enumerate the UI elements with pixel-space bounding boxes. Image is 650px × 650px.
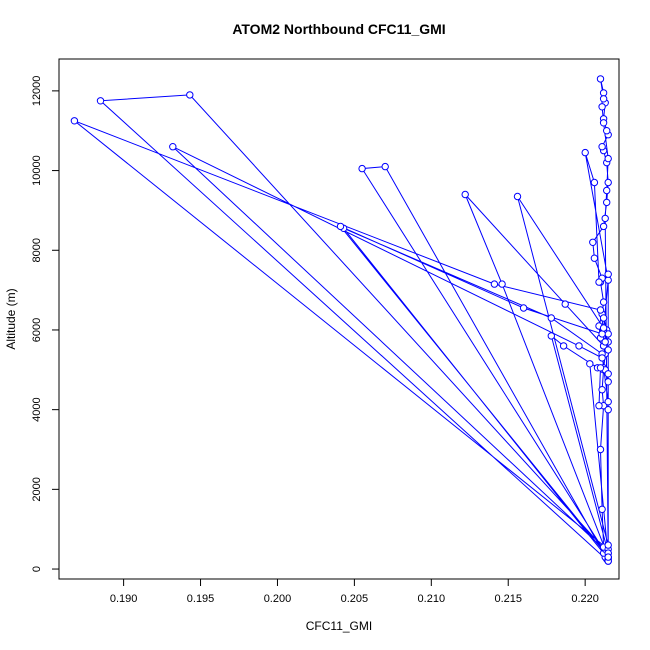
data-point	[598, 103, 606, 111]
data-point	[498, 280, 506, 288]
data-point	[599, 324, 608, 332]
data-point	[604, 270, 612, 278]
data-point	[604, 406, 612, 414]
data-point	[586, 360, 594, 368]
data-point	[598, 354, 606, 362]
x-tick-label: 0.205	[341, 593, 369, 605]
y-tick-label: 4000	[31, 397, 43, 421]
data-point	[559, 342, 568, 350]
data-point	[603, 198, 611, 207]
x-tick-label: 0.220	[571, 593, 599, 605]
data-point	[590, 178, 599, 187]
data-point	[519, 304, 528, 312]
data-point	[581, 148, 589, 157]
data-point	[596, 445, 605, 454]
data-point	[599, 222, 608, 231]
data-point	[596, 364, 605, 372]
x-axis-label: CFC11_GMI	[306, 619, 372, 633]
data-point	[599, 119, 608, 127]
x-tick-label: 0.200	[264, 593, 292, 605]
y-tick-label: 0	[31, 566, 43, 572]
x-tick-label: 0.190	[110, 593, 138, 605]
y-tick-label: 8000	[31, 238, 43, 262]
x-tick-label: 0.195	[187, 593, 215, 605]
x-tick-label: 0.210	[418, 593, 446, 605]
series-lines	[74, 78, 609, 562]
data-point	[547, 332, 555, 340]
data-point	[461, 190, 469, 199]
y-tick-label: 10000	[31, 155, 43, 186]
data-point	[604, 178, 612, 187]
data-point	[590, 254, 599, 262]
series-markers	[70, 75, 612, 565]
y-axis-label: Altitude (m)	[4, 288, 18, 349]
chart-title: ATOM2 Northbound CFC11_GMI	[232, 21, 445, 37]
data-point	[513, 192, 522, 201]
data-point	[358, 164, 366, 173]
data-point	[604, 370, 612, 378]
data-point	[603, 127, 611, 135]
y-axis: 0 2000 4000 6000 8000 10000 12000	[31, 76, 60, 572]
data-point	[604, 553, 612, 561]
data-point	[599, 298, 608, 306]
x-tick-label: 0.215	[494, 593, 522, 605]
data-point	[575, 342, 583, 350]
x-axis: 0.190 0.195 0.200 0.205 0.210 0.215 0.220	[110, 578, 599, 605]
data-point	[603, 186, 611, 195]
data-point	[596, 306, 605, 314]
data-point	[186, 91, 194, 99]
data-point	[598, 143, 606, 151]
data-point	[490, 280, 499, 288]
data-point	[604, 346, 612, 354]
data-point	[596, 75, 605, 83]
data-point	[601, 338, 609, 346]
data-point	[595, 402, 603, 410]
data-point	[561, 300, 569, 308]
y-tick-label: 12000	[31, 76, 43, 107]
data-point	[598, 330, 606, 338]
data-point	[70, 117, 79, 125]
data-point	[604, 378, 612, 386]
data-point	[598, 505, 606, 513]
data-point	[336, 222, 345, 231]
data-point	[589, 238, 597, 247]
data-point	[599, 95, 608, 103]
data-point	[381, 162, 389, 171]
data-point	[604, 398, 612, 406]
data-point	[604, 541, 612, 549]
y-tick-label: 6000	[31, 318, 43, 342]
series-line	[74, 78, 609, 562]
y-tick-label: 2000	[31, 477, 43, 501]
data-point	[169, 143, 177, 151]
data-point	[595, 278, 603, 286]
data-point	[599, 314, 608, 322]
data-point	[598, 386, 606, 394]
data-point	[601, 214, 609, 223]
data-point	[604, 154, 612, 163]
data-point	[96, 97, 105, 105]
data-point	[547, 314, 555, 322]
plot-frame	[58, 58, 620, 580]
